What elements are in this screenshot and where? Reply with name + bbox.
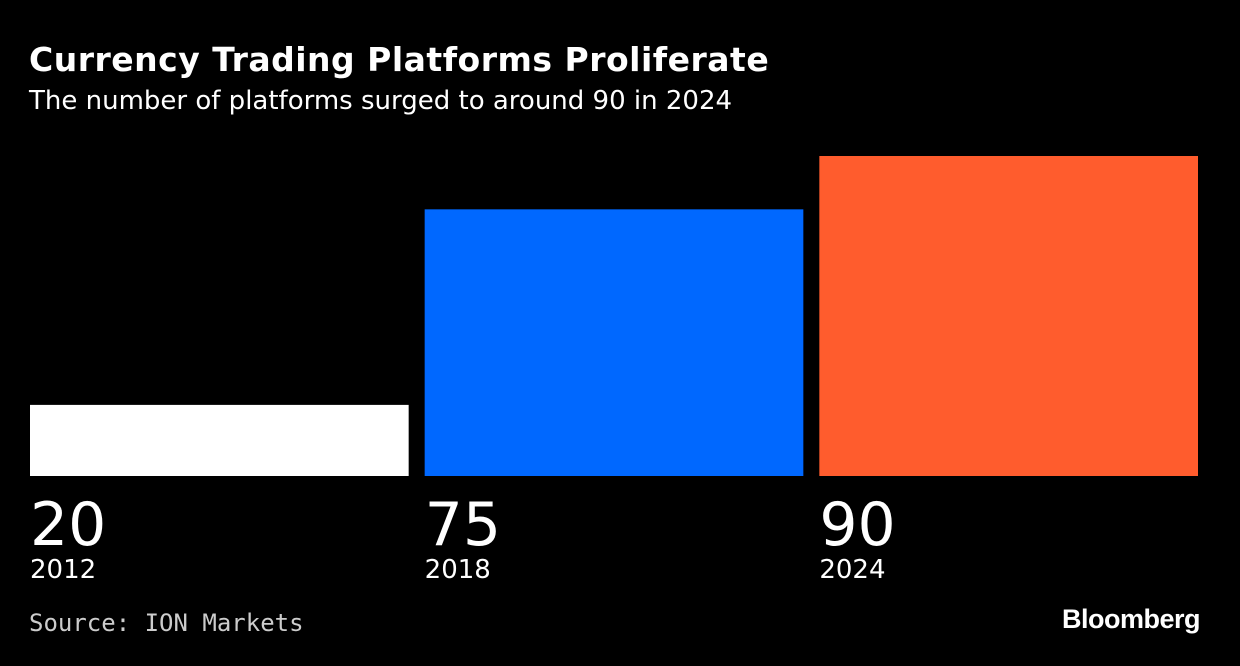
category-label-2024: 2024 bbox=[819, 555, 885, 585]
value-label-2018: 75 bbox=[425, 490, 501, 560]
category-label-2012: 2012 bbox=[30, 555, 96, 585]
category-label-2018: 2018 bbox=[425, 555, 491, 585]
chart-subtitle: The number of platforms surged to around… bbox=[29, 86, 733, 116]
chart-title: Currency Trading Platforms Proliferate bbox=[29, 40, 770, 79]
bloomberg-logo: Bloomberg bbox=[1061, 604, 1201, 634]
value-label-2012: 20 bbox=[30, 490, 106, 560]
bar-2018 bbox=[424, 209, 804, 477]
value-label-2024: 90 bbox=[819, 490, 895, 560]
source-note: Source: ION Markets bbox=[29, 609, 304, 637]
bar-2024 bbox=[819, 156, 1198, 476]
bar-2012 bbox=[30, 404, 409, 476]
